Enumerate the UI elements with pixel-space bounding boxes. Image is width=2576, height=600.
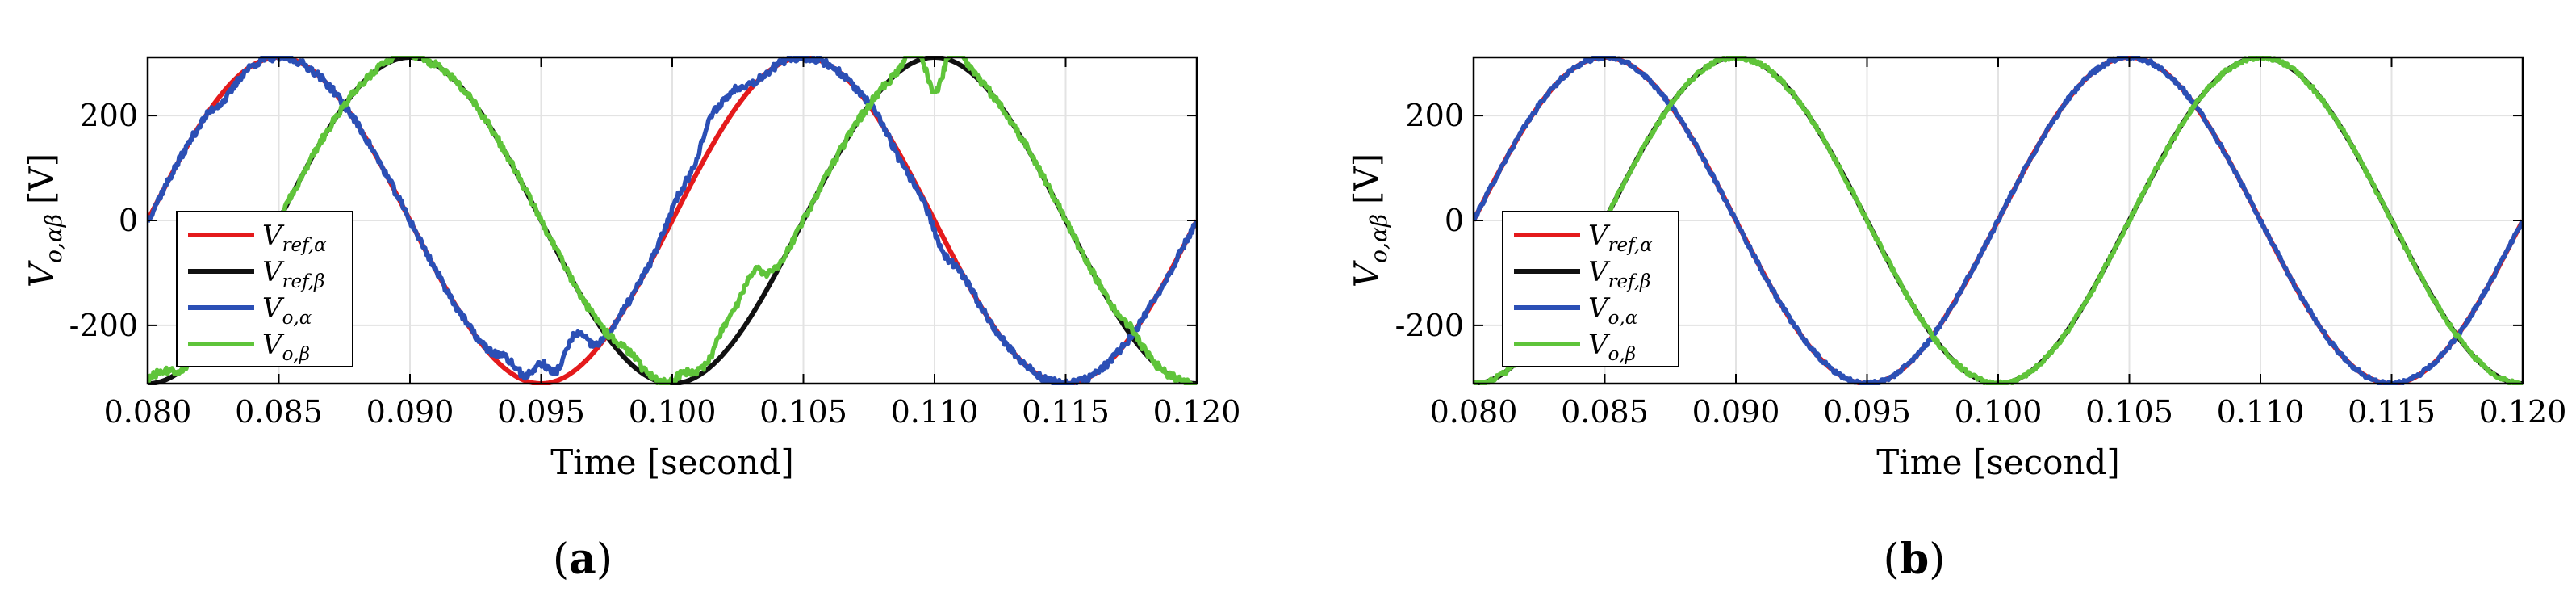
x-tick-label: 0.090 [1692, 394, 1780, 430]
y-tick-label: 0 [119, 203, 138, 238]
legend-entry: Vref,α [262, 220, 327, 256]
x-tick-label: 0.110 [891, 394, 979, 430]
y-tick-label: -200 [1395, 308, 1464, 343]
x-tick-label: 0.100 [1955, 394, 2043, 430]
series-line-o-3 [1474, 56, 2523, 385]
x-tick-label: 0.115 [1022, 394, 1110, 430]
y-tick-label: 0 [1445, 203, 1464, 238]
y-tick-label: 200 [1405, 98, 1464, 133]
panel-b: 0.080 0.085 0.090 0.095 0.100 0.105 0.110 0.115… [1347, 56, 2566, 584]
x-axis-label: Time [second] [550, 443, 793, 482]
x-tick-label: 0.100 [629, 394, 717, 430]
panel-caption: (b) [1884, 535, 1946, 584]
x-tick-label: 0.080 [1430, 394, 1518, 430]
y-tick-label: 200 [79, 98, 138, 133]
x-tick-label: 0.110 [2217, 394, 2305, 430]
y-axis-label: Vo,αβ[V] [1347, 153, 1392, 287]
x-tick-label: 0.105 [759, 394, 847, 430]
x-tick-label: 0.085 [235, 394, 323, 430]
legend-entry: Vref,β [1588, 256, 1650, 292]
legend-entry: Vo,β [1588, 329, 1636, 365]
x-tick-label: 0.120 [2479, 394, 2567, 430]
x-tick-label: 0.080 [104, 394, 192, 430]
legend-entry: Vo,α [1588, 292, 1638, 329]
legend-entry: Vo,α [262, 292, 312, 329]
x-tick-label: 0.095 [1823, 394, 1911, 430]
legend-entry: Vref,β [262, 256, 324, 292]
series-line-o-2 [1474, 56, 2523, 385]
x-tick-label: 0.095 [497, 394, 585, 430]
legend-box [176, 211, 353, 367]
x-tick-label: 0.120 [1153, 394, 1241, 430]
series-line-o-2 [148, 56, 1197, 385]
x-tick-label: 0.115 [2348, 394, 2436, 430]
panel-a: 0.080 0.085 0.090 0.095 0.100 0.105 0.110 0.115… [22, 56, 1240, 584]
x-tick-label: 0.085 [1561, 394, 1649, 430]
x-axis-label: Time [second] [1876, 443, 2119, 482]
legend-entry: Vo,β [262, 329, 310, 365]
x-tick-label: 0.105 [2085, 394, 2173, 430]
x-tick-label: 0.090 [366, 394, 454, 430]
y-axis-label: Vo,αβ[V] [22, 153, 67, 287]
y-tick-label: -200 [69, 308, 138, 343]
panel-caption: (a) [553, 535, 613, 584]
legend-entry: Vref,α [1588, 220, 1653, 256]
